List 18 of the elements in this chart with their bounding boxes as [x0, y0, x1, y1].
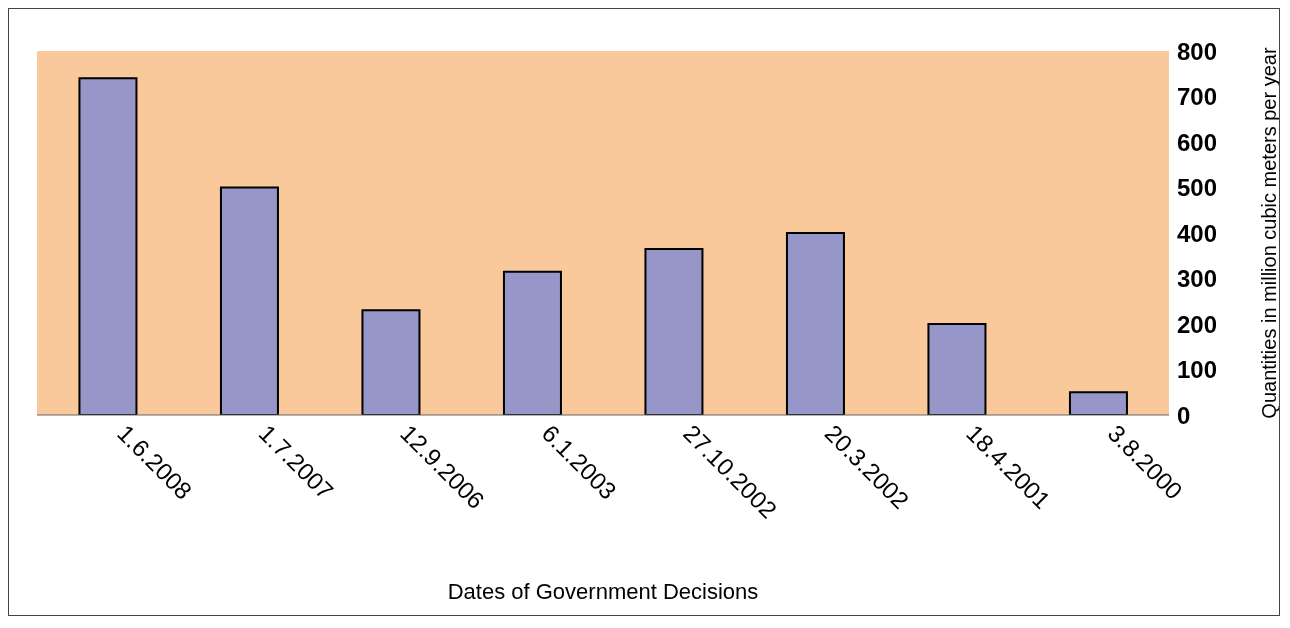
- y-tick-label: 500: [1177, 174, 1218, 202]
- x-axis-title: Dates of Government Decisions: [447, 579, 759, 604]
- bar: [785, 232, 845, 415]
- bar: [361, 309, 421, 415]
- bar: [219, 186, 279, 415]
- y-tick-label: 100: [1177, 356, 1218, 384]
- bar: [78, 77, 138, 415]
- y-tick-label: 600: [1177, 128, 1218, 156]
- y-tick-label: 300: [1177, 265, 1218, 293]
- bar: [927, 323, 987, 415]
- y-tick-label: 0: [1177, 401, 1191, 429]
- bar: [644, 247, 704, 415]
- bar: [1068, 391, 1128, 415]
- y-tick-label: 200: [1177, 310, 1218, 338]
- bar: [502, 270, 562, 415]
- y-tick-label: 400: [1177, 219, 1218, 247]
- y-tick-label: 800: [1177, 37, 1218, 65]
- y-tick-label: 700: [1177, 83, 1218, 111]
